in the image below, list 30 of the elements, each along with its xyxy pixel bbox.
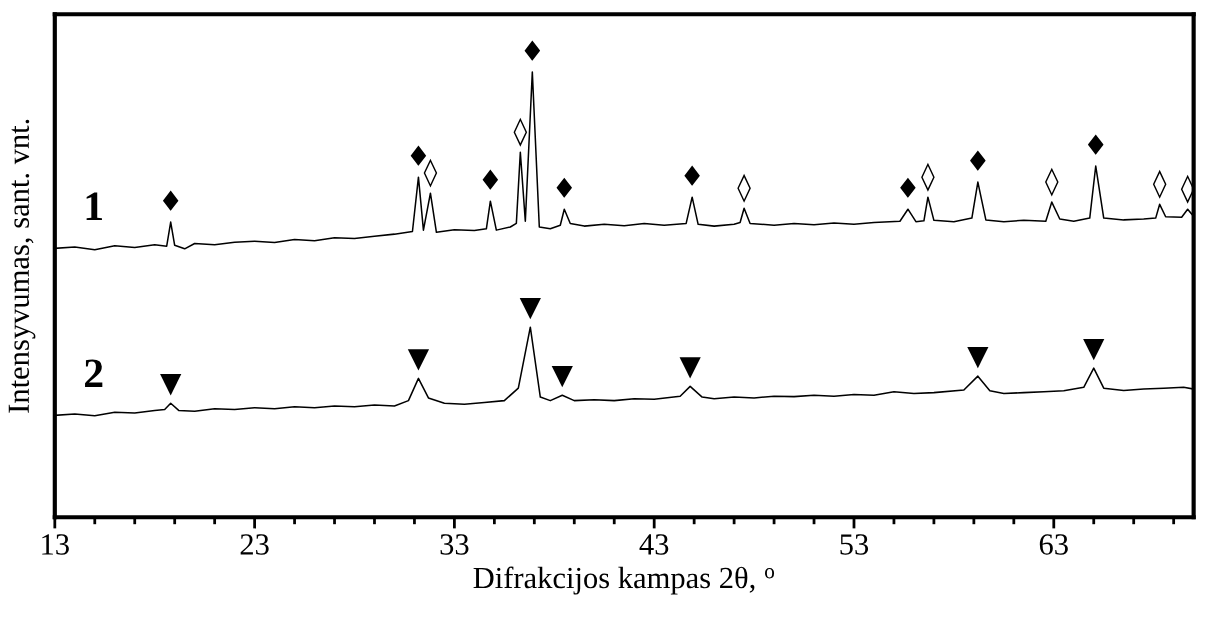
annotation: ◊: [513, 117, 528, 147]
annotation: ◊: [921, 162, 935, 192]
annotation: ◊: [1045, 167, 1059, 197]
annotation: ♦: [524, 40, 541, 61]
series-label: 2: [85, 359, 103, 387]
annotation: ▼: [679, 357, 701, 379]
annotation: ▼: [407, 349, 430, 371]
x-tick-label: 33: [440, 534, 469, 555]
annotation: ♦: [900, 177, 916, 198]
annotation: ♦: [556, 177, 573, 198]
annotation: ▼: [967, 346, 989, 369]
annotation: ◊: [737, 173, 751, 203]
x-axis-title: Difrakcijos kampas 2θ, $^{o}$: [473, 566, 775, 595]
annotation: ▼: [1083, 338, 1105, 361]
series-label: 1: [86, 192, 102, 221]
y-axis-title: Intensyvumas, sant. vnt.: [8, 119, 36, 413]
x-tick-label: 13: [42, 534, 69, 555]
x-tick-label: 53: [840, 534, 869, 555]
annotation: ♦: [970, 150, 986, 171]
annotation: ▼: [551, 366, 573, 388]
annotation: ▼: [160, 374, 182, 396]
annotation: ♦: [684, 165, 700, 186]
x-tick-label: 63: [1039, 534, 1068, 555]
annotation: ♦: [1087, 134, 1104, 155]
annotation: ♦: [162, 190, 179, 211]
annotation: ▼: [519, 297, 541, 320]
annotation: ◊: [1152, 169, 1167, 199]
annotation: ♦: [482, 169, 499, 190]
x-tick-label: 43: [639, 534, 669, 555]
x-tick-label: 23: [240, 534, 269, 555]
